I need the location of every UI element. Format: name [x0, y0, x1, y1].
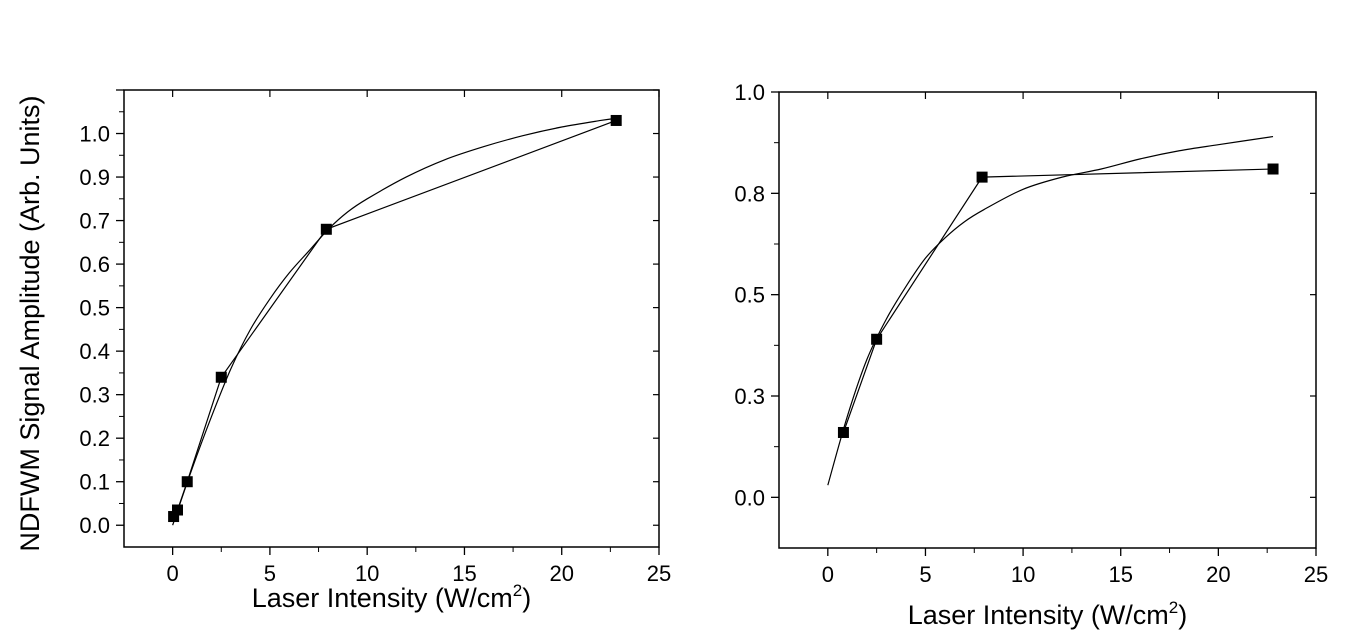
- data-point: [181, 476, 193, 488]
- y-tick-label: 0.3: [734, 384, 765, 409]
- data-point: [172, 504, 183, 516]
- right-axis-ticks: [771, 91, 1317, 556]
- y-tick-label: 0.3: [79, 383, 110, 408]
- data-point: [168, 511, 180, 523]
- left-data-points: [168, 114, 622, 523]
- left-x-axis-title-main: Laser Intensity (W/cm: [252, 583, 513, 613]
- x-tick-label: 15: [1108, 562, 1132, 587]
- x-tick-label: 5: [264, 561, 276, 586]
- y-tick-label: 0.0: [79, 513, 110, 538]
- left-x-axis-title-sup: 2: [513, 581, 522, 600]
- y-tick-label: 1.0: [79, 122, 110, 147]
- right-data-line: [842, 168, 1274, 433]
- x-tick-label: 15: [452, 561, 476, 586]
- left-x-axis-title: Laser Intensity (W/cm2): [252, 581, 532, 613]
- data-point: [837, 426, 849, 438]
- data-point: [215, 371, 227, 383]
- right-chart-panel: 0.0 0.3 0.5 0.8 1.0 0 5 10 15 20 25 Laser Intensi…: [734, 80, 1328, 630]
- x-tick-label: 20: [1206, 562, 1230, 587]
- left-x-tick-labels: 0 5 10 15 20 25: [167, 561, 672, 586]
- left-y-axis-title: NDFWM Signal Amplitude (Arb. Units): [15, 95, 45, 551]
- y-tick-label: 0.8: [734, 181, 765, 206]
- data-point: [610, 114, 622, 126]
- y-tick-label: 0.2: [79, 426, 110, 451]
- x-tick-label: 10: [1011, 562, 1035, 587]
- right-x-axis-title-main: Laser Intensity (W/cm: [908, 600, 1169, 630]
- y-tick-label: 0.6: [79, 252, 110, 277]
- x-tick-label: 20: [549, 561, 573, 586]
- x-tick-label: 0: [167, 561, 179, 586]
- left-y-tick-labels: 0.0 0.1 0.2 0.3 0.4 0.5 0.6 0.7 0.9 1.0: [79, 122, 110, 539]
- x-tick-label: 25: [647, 561, 671, 586]
- y-tick-label: 0.0: [734, 485, 765, 510]
- left-axis-ticks: [116, 89, 660, 555]
- x-tick-label: 5: [919, 562, 931, 587]
- y-tick-label: 1.0: [734, 80, 765, 105]
- left-data-line: [173, 119, 617, 517]
- x-tick-label: 0: [822, 562, 834, 587]
- left-chart-panel: 0.0 0.1 0.2 0.3 0.4 0.5 0.6 0.7 0.9 1.0 0 5 10 15 20 2…: [15, 89, 672, 613]
- left-fit-curve: [172, 117, 617, 526]
- y-tick-label: 0.7: [79, 209, 110, 234]
- y-tick-label: 0.4: [79, 339, 110, 364]
- x-tick-label: 25: [1304, 562, 1328, 587]
- right-x-tick-labels: 0 5 10 15 20 25: [822, 562, 1329, 587]
- right-y-tick-labels: 0.0 0.3 0.5 0.8 1.0: [734, 80, 765, 510]
- data-point: [320, 223, 332, 235]
- right-x-axis-title-sup: 2: [1169, 598, 1178, 617]
- y-tick-label: 0.5: [734, 283, 765, 308]
- data-point: [871, 333, 883, 345]
- y-tick-label: 0.9: [79, 165, 110, 190]
- right-plot-frame: [778, 91, 1317, 549]
- x-tick-label: 10: [355, 561, 379, 586]
- left-x-axis-title-end: ): [522, 583, 531, 613]
- right-data-points: [837, 163, 1279, 438]
- right-x-axis-title: Laser Intensity (W/cm2): [908, 598, 1188, 630]
- y-tick-label: 0.5: [79, 296, 110, 321]
- data-point: [976, 171, 988, 183]
- data-point: [1267, 163, 1279, 175]
- left-plot-frame: [123, 89, 660, 548]
- right-x-axis-title-end: ): [1178, 600, 1187, 630]
- y-tick-label: 0.1: [79, 470, 110, 495]
